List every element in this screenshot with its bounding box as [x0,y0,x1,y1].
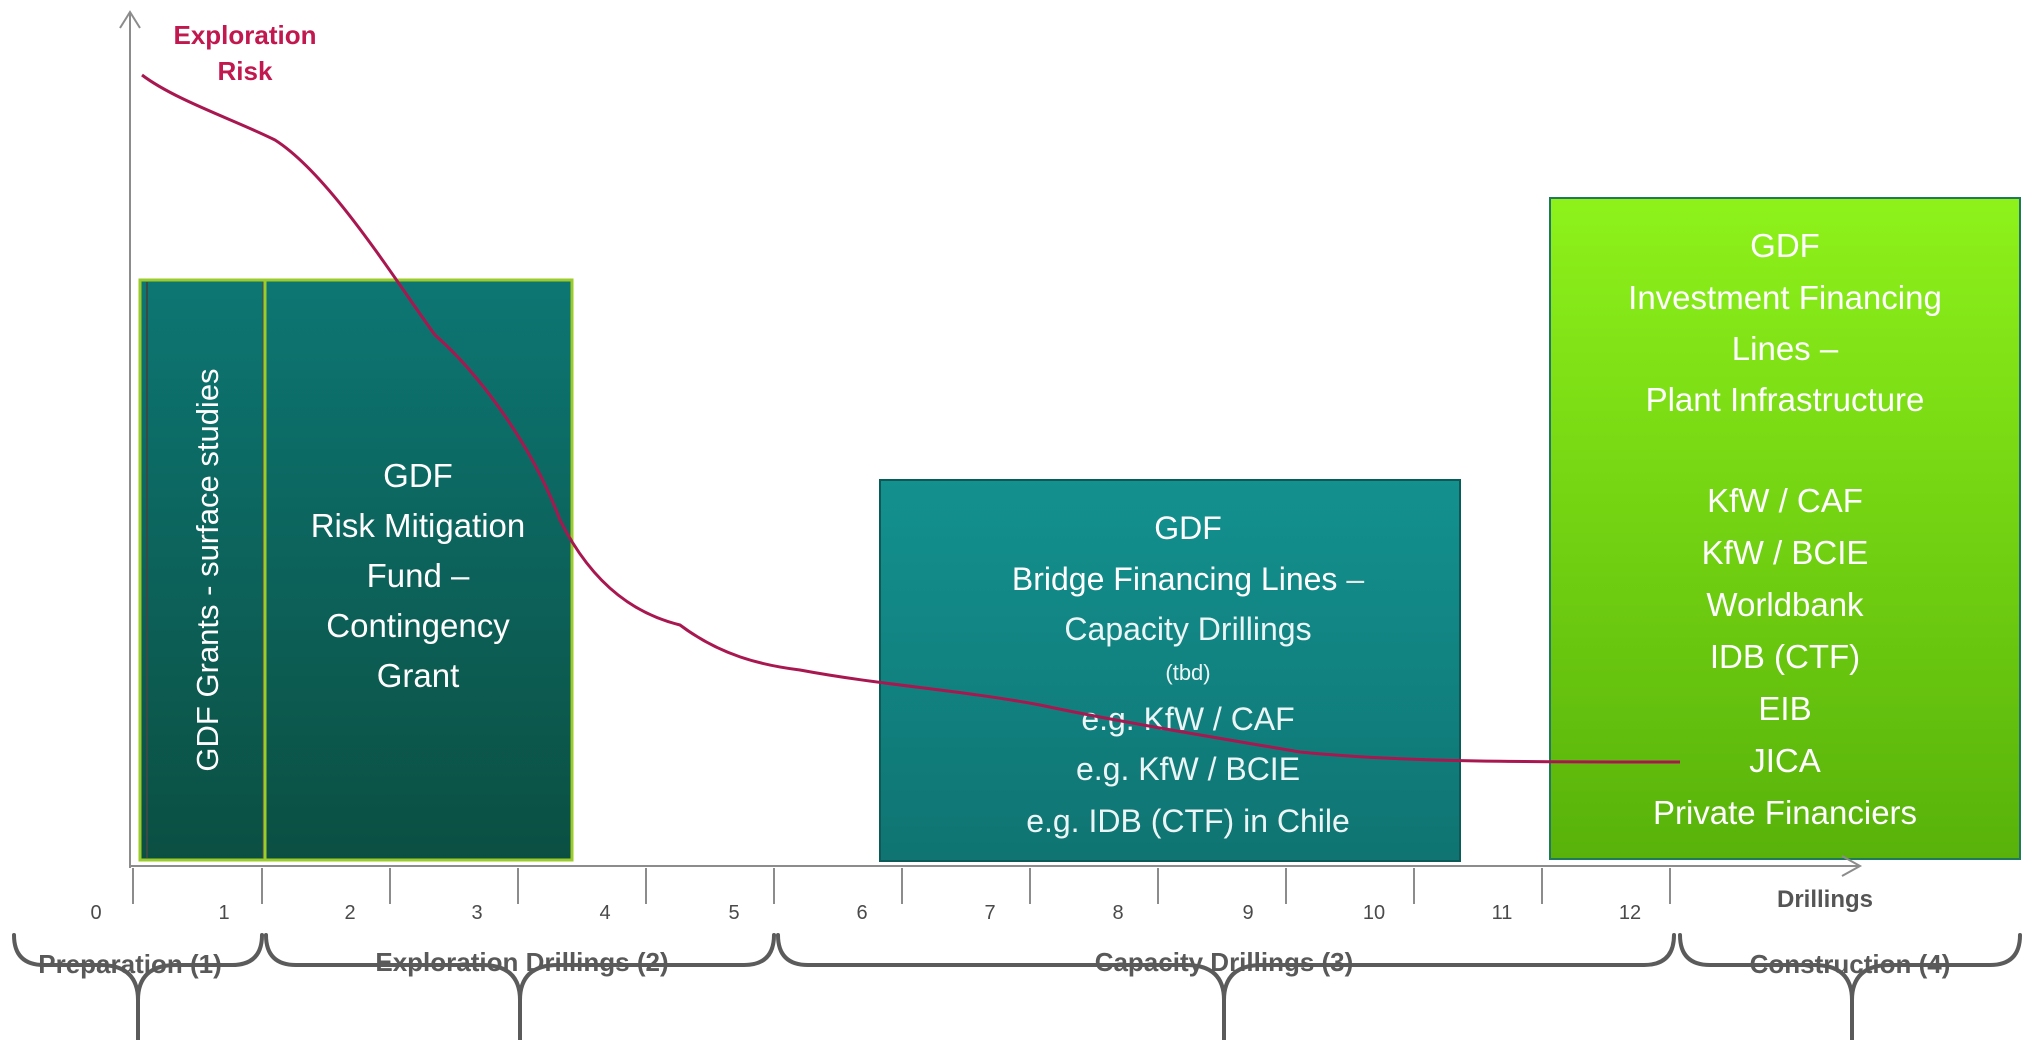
x-axis-tick-label: 2 [344,902,355,924]
grants-box: GDF Grants - surface studies [138,278,267,862]
x-axis-tick-label: 1 [218,902,229,924]
phase-label-exploration: Exploration Drillings (2) [375,947,668,977]
exploration-risk-curve [141,73,1681,764]
bridge-box-line6: e.g. KfW / BCIE [1076,751,1300,787]
bridge-box-line1: GDF [1154,510,1222,546]
bridge-box-line4: (tbd) [1165,660,1210,685]
invest-box-item: EIB [1758,690,1811,727]
invest-box-line1: GDF [1750,227,1820,264]
bridge-box-line3: Capacity Drillings [1064,611,1311,647]
x-axis-tick-label: 4 [599,902,610,924]
x-axis-tick-label: 3 [471,902,482,924]
brace-capacity [776,933,1676,1040]
bridge-box-line2-suffix: – [1337,561,1364,597]
invest-box-line2: Investment Financing [1628,279,1942,316]
bridge-box-line7: e.g. IDB (CTF) in Chile [1026,803,1350,839]
risk-box-line1: GDF [383,457,453,494]
phase-label-capacity: Capacity Drillings (3) [1095,947,1354,977]
x-axis-tick-label: 10 [1363,902,1385,924]
risk-box-line5: Grant [377,657,460,694]
invest-box-item: KfW / CAF [1707,482,1863,519]
invest-box-item: JICA [1749,742,1821,779]
phase-label-preparation: Preparation (1) [38,949,222,979]
invest-box-line3: Lines – [1732,330,1839,367]
invest-box-item: IDB (CTF) [1710,638,1860,675]
bridge-financing-box: GDF Bridge Financing Lines – Capacity Dr… [879,479,1461,862]
investment-financing-box: GDF Investment Financing Lines – Plant I… [1549,197,2021,860]
risk-mitigation-box: GDF Risk Mitigation Fund – Contingency G… [263,278,574,862]
y-axis-label-line2: Risk [218,56,273,86]
x-axis-tick-label: 8 [1112,902,1123,924]
x-axis-tick-labels: 0 1 2 3 4 5 6 7 8 9 10 11 12 [90,902,1641,924]
bridge-box-line2-main: Bridge Financing Lines [1012,561,1338,597]
brace-exploration [264,933,776,1040]
invest-box-item: Worldbank [1706,586,1864,623]
brace-preparation [12,933,264,1040]
x-axis-label: Drillings [1777,886,1873,913]
x-axis-tick-label: 5 [728,902,739,924]
risk-box-line3: Fund – [367,557,470,594]
x-axis-tick-label: 9 [1242,902,1253,924]
invest-box-item: Private Financiers [1653,794,1917,831]
y-axis-label-line1: Exploration [173,20,316,50]
grants-box-text: GDF Grants - surface studies [190,368,225,771]
invest-box-line4: Plant Infrastructure [1646,381,1925,418]
brace-construction [1678,933,2022,1040]
x-axis [130,855,1863,877]
x-axis-tick-label: 11 [1492,902,1513,924]
risk-box-line2: Risk Mitigation [311,507,526,544]
x-axis-tick-marks [132,868,1671,904]
x-axis-tick-label: 7 [984,902,995,924]
risk-box-line4: Contingency [326,607,510,644]
x-axis-tick-label: 0 [90,902,101,924]
y-axis [119,10,141,868]
x-axis-tick-label: 6 [856,902,867,924]
phase-label-construction: Construction (4) [1750,949,1951,979]
bridge-box-line2: Bridge Financing Lines – [1012,561,1364,597]
x-axis-tick-label: 12 [1619,902,1641,924]
phase-braces [12,933,2022,1040]
invest-box-item: KfW / BCIE [1702,534,1869,571]
